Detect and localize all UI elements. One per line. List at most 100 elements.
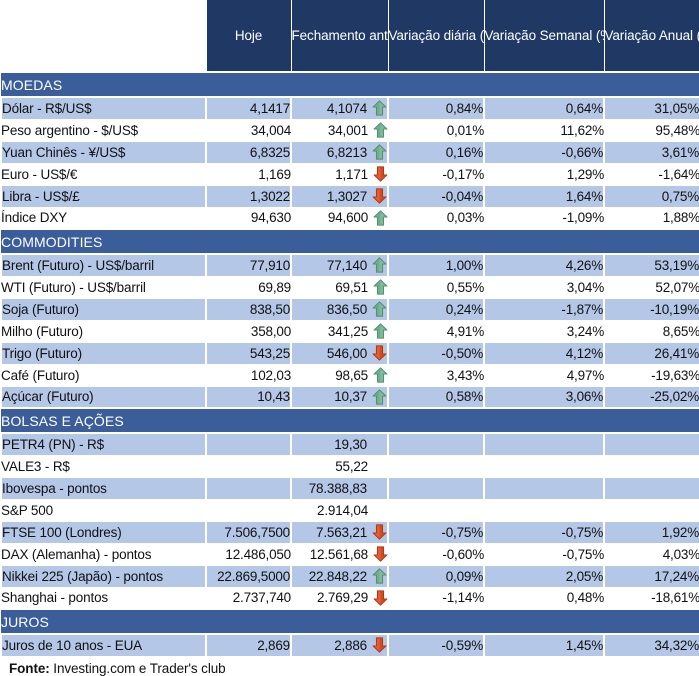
cell-today: 22.869,5000	[205, 564, 292, 588]
previous-close-value: 6,8213	[326, 144, 367, 160]
cell-variation-yearly: 31,05%	[603, 96, 699, 120]
table-row: Dólar - R$/US$ 4,1417 4,1074 0,84% 0,64% 31,0…	[0, 96, 699, 120]
cell-variation-weekly	[483, 432, 605, 456]
section-title: JUROS	[1, 608, 699, 635]
column-header-variacao-anual: Variação Anual (%)	[603, 0, 699, 72]
cell-variation-daily: 0,16%	[387, 140, 485, 164]
row-label: Peso argentino - $/US$	[1, 118, 206, 142]
cell-today: 4,1417	[205, 96, 292, 120]
table-row: Café (Futuro) 102,03 98,65 3,43% 4,97% -19,63…	[1, 363, 699, 387]
table-row: Milho (Futuro) 358,00 341,25 4,91% 3,24% 8,65…	[1, 319, 699, 343]
table-row: Açúcar (Futuro) 10,43 10,37 0,58% 3,06% -25,0…	[0, 385, 699, 409]
table-row: Brent (Futuro) - US$/barril 77,910 77,140 1…	[0, 253, 699, 277]
previous-close-value: 22.848,22	[308, 568, 367, 584]
column-header-fechamento-anterior: Fechamento anterior	[290, 0, 389, 72]
cell-variation-weekly: -0,75%	[484, 542, 604, 566]
market-data-table: Hoje Fechamento anterior Variação diária…	[0, 0, 699, 657]
cell-today: 2.737,740	[206, 586, 291, 610]
cell-previous-close: 2.914,04	[291, 498, 388, 522]
cell-previous-close: 1,3027	[290, 184, 389, 208]
cell-variation-daily: 0,03%	[388, 206, 484, 230]
row-label: Índice DXY	[1, 206, 206, 230]
row-label: Libra - US$/£	[0, 184, 207, 208]
section-band: COMMODITIES	[1, 228, 699, 255]
row-label: Café (Futuro)	[1, 363, 206, 387]
row-label: Milho (Futuro)	[1, 319, 206, 343]
arrow-up-icon	[372, 367, 388, 384]
cell-today: 543,25	[205, 341, 292, 365]
cell-previous-close: 2.769,29	[291, 586, 388, 610]
section-title: BOLSAS E AÇÕES	[1, 407, 699, 434]
table-row: Yuan Chinês - ¥/US$ 6,8325 6,8213 0,16% -0,6…	[0, 140, 699, 164]
arrow-up-icon	[372, 122, 388, 139]
section-title: MOEDAS	[1, 71, 699, 98]
cell-previous-close: 6,8213	[290, 140, 389, 164]
cell-variation-yearly: -1,64%	[604, 162, 699, 186]
cell-previous-close: 55,22	[291, 454, 388, 478]
cell-variation-yearly: 17,24%	[603, 564, 699, 588]
cell-today: 12.486,050	[206, 542, 291, 566]
cell-variation-weekly: 0,64%	[483, 96, 605, 120]
cell-variation-weekly	[484, 498, 604, 522]
cell-previous-close: 836,50	[290, 297, 389, 321]
previous-close-value: 2,886	[334, 637, 367, 653]
column-header-variacao-semanal: Variação Semanal (%)	[483, 0, 605, 72]
row-label: FTSE 100 (Londres)	[0, 520, 207, 544]
cell-today: 1,3022	[205, 184, 292, 208]
row-label: Brent (Futuro) - US$/barril	[0, 253, 207, 277]
previous-close-value: 94,600	[327, 210, 368, 226]
previous-close-value: 19,30	[334, 436, 367, 452]
cell-variation-yearly: 1,88%	[604, 206, 699, 230]
cell-variation-weekly: 1,29%	[484, 162, 604, 186]
row-label: Açúcar (Futuro)	[0, 385, 207, 409]
cell-variation-daily	[388, 454, 484, 478]
cell-variation-daily	[388, 498, 484, 522]
row-label: VALE3 - R$	[1, 454, 206, 478]
table-row: Nikkei 225 (Japão) - pontos 22.869,5000 22…	[0, 564, 699, 588]
cell-variation-daily: 0,84%	[387, 96, 485, 120]
arrow-down-icon	[371, 345, 386, 362]
cell-previous-close: 34,001	[291, 118, 388, 142]
cell-variation-daily: -1,14%	[388, 586, 484, 610]
section-band: JUROS	[1, 608, 699, 635]
previous-close-value: 1,3027	[326, 188, 367, 204]
cell-variation-weekly: 11,62%	[484, 118, 604, 142]
cell-variation-yearly: 3,61%	[603, 140, 699, 164]
cell-variation-daily: -0,75%	[387, 520, 485, 544]
cell-previous-close: 2,886	[290, 633, 389, 657]
arrow-down-icon	[372, 546, 388, 563]
arrow-up-icon	[371, 568, 386, 585]
cell-variation-yearly: 95,48%	[604, 118, 699, 142]
table-row: Shanghai - pontos 2.737,740 2.769,29 -1,14%…	[1, 586, 699, 610]
row-label: Dólar - R$/US$	[0, 96, 207, 120]
cell-today: 358,00	[206, 319, 291, 343]
trend-icon-none	[371, 436, 386, 453]
cell-previous-close: 12.561,68	[291, 542, 388, 566]
previous-close-value: 4,1074	[326, 100, 367, 116]
row-label: Juros de 10 anos - EUA	[0, 633, 207, 657]
cell-variation-yearly: 8,65%	[604, 319, 699, 343]
previous-close-value: 2.769,29	[317, 590, 368, 606]
arrow-up-icon	[372, 279, 388, 296]
arrow-up-icon	[371, 144, 386, 161]
cell-variation-daily: -0,04%	[387, 184, 485, 208]
cell-variation-daily: 0,01%	[388, 118, 484, 142]
header-corner-blank	[1, 0, 206, 72]
cell-variation-weekly	[484, 454, 604, 478]
arrow-up-icon	[371, 388, 386, 405]
cell-variation-daily: 0,09%	[387, 564, 485, 588]
table-row: S&P 500 2.914,04	[1, 498, 699, 522]
previous-close-value: 10,37	[334, 389, 367, 405]
cell-variation-yearly: 0,75%	[603, 184, 699, 208]
cell-variation-weekly: 3,04%	[484, 275, 604, 299]
source-footer: Fonte: Investing.com e Trader's club	[0, 657, 699, 676]
table-row: Trigo (Futuro) 543,25 546,00 -0,50% 4,12% 26,…	[0, 341, 699, 365]
previous-close-value: 2.914,04	[317, 502, 368, 518]
row-label: Euro - US$/€	[1, 162, 206, 186]
previous-close-value: 69,51	[335, 279, 368, 295]
table-row: Soja (Futuro) 838,50 836,50 0,24% -1,87% -10,…	[0, 297, 699, 321]
cell-variation-yearly: -19,63%	[604, 363, 699, 387]
table-row: Ibovespa - pontos 78.388,83	[0, 476, 699, 500]
column-header-hoje: Hoje	[205, 0, 292, 72]
cell-variation-yearly: -10,19%	[603, 297, 699, 321]
